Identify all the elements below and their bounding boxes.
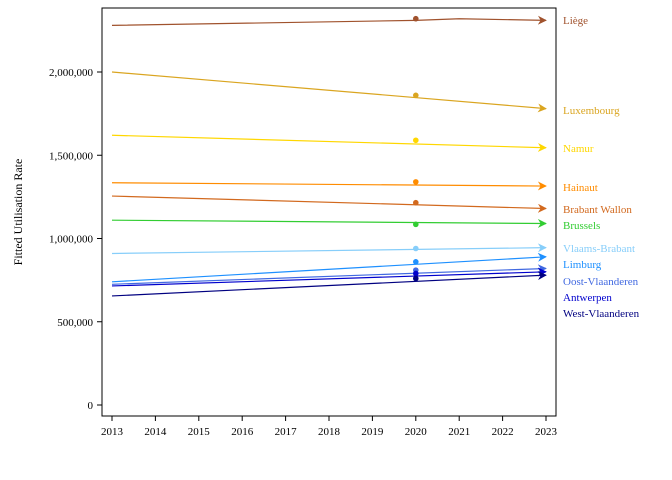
series-label-antwerpen: Antwerpen <box>563 292 612 304</box>
series-line-limburg <box>111 252 547 283</box>
series-label-hainaut: Hainaut <box>563 182 598 194</box>
series-label-oost-vlaanderen: Oost-Vlaanderen <box>563 276 639 288</box>
series-line-luxembourg <box>111 71 547 113</box>
data-point-west-vlaanderen <box>413 275 419 282</box>
y-axis-label: Fitted Utilisation Rate <box>11 159 25 266</box>
y-tick-label: 1,000,000 <box>49 234 94 246</box>
series-label-west-vlaanderen: West-Vlaanderen <box>563 308 640 320</box>
data-point-hainaut <box>413 179 419 185</box>
x-tick-label: 2020 <box>405 426 428 438</box>
y-tick-label: 2,000,000 <box>49 67 94 79</box>
x-tick-label: 2021 <box>448 426 470 438</box>
x-tick-label: 2014 <box>144 426 167 438</box>
x-tick-label: 2015 <box>188 426 211 438</box>
series-label-brussels: Brussels <box>563 220 600 232</box>
data-point-vlaams-brabant <box>413 245 419 252</box>
series-line-oost-vlaanderen <box>111 264 547 285</box>
data-point-brussels <box>413 221 419 228</box>
x-tick-label: 2019 <box>361 426 384 438</box>
data-point-limburg <box>413 259 419 265</box>
x-tick-label: 2017 <box>275 426 298 438</box>
x-tick-label: 2013 <box>101 426 124 438</box>
series-label-brabant-wallon: Brabant Wallon <box>563 204 632 216</box>
series-label-li-ge: Liège <box>563 15 588 27</box>
series-label-namur: Namur <box>563 143 594 155</box>
series-line-brussels <box>111 218 547 228</box>
series-line-li-ge <box>111 15 547 26</box>
data-point-luxembourg <box>413 92 419 99</box>
y-tick-label: 1,500,000 <box>49 150 94 162</box>
x-tick-label: 2018 <box>318 426 341 438</box>
series-line-hainaut <box>111 181 547 191</box>
series-label-luxembourg: Luxembourg <box>563 105 620 117</box>
series-label-vlaams-brabant: Vlaams-Brabant <box>563 243 635 255</box>
data-point-li-ge <box>413 15 419 22</box>
x-tick-label: 2022 <box>492 426 514 438</box>
plot-frame <box>101 7 557 417</box>
series-label-limburg: Limburg <box>563 259 602 271</box>
y-tick-label: 0 <box>88 400 94 412</box>
data-point-namur <box>413 137 419 144</box>
series-line-vlaams-brabant <box>111 243 547 255</box>
series-line-namur <box>111 134 547 153</box>
y-tick-label: 500,000 <box>57 317 93 329</box>
data-point-brabant-wallon <box>413 199 419 206</box>
series-line-antwerpen <box>111 267 547 287</box>
series-line-west-vlaanderen <box>111 271 547 297</box>
series-line-brabant-wallon <box>111 195 547 213</box>
x-tick-label: 2016 <box>231 426 254 438</box>
x-tick-label: 2023 <box>535 426 558 438</box>
data-point-antwerpen <box>413 270 419 277</box>
